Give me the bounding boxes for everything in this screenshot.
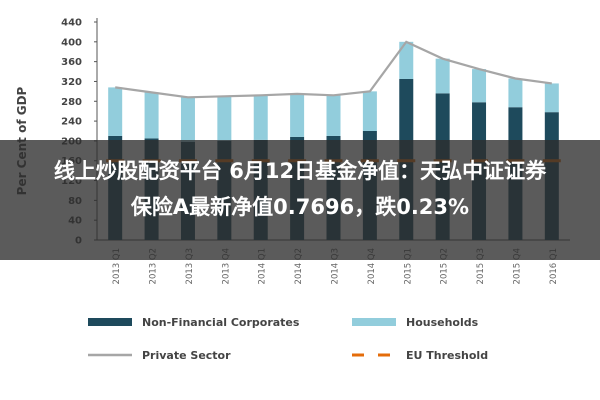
y-tick-label: 280 (61, 97, 82, 108)
x-tick-label: 2014 Q2 (294, 248, 304, 284)
y-tick-label: 440 (61, 18, 82, 29)
legend-label: Private Sector (142, 349, 231, 362)
x-tick-label: 2015 Q3 (476, 248, 486, 284)
bar-households (326, 95, 341, 136)
legend-label: Non-Financial Corporates (142, 316, 300, 329)
overlay-line-2: 保险A最新净值0.7696，跌0.23% (130, 195, 470, 219)
legend-label: EU Threshold (406, 349, 488, 362)
x-tick-label: 2015 Q2 (440, 248, 450, 284)
bar-households (108, 87, 123, 136)
y-tick-label: 400 (61, 37, 82, 48)
x-tick-label: 2015 Q4 (512, 248, 522, 284)
y-tick-label: 320 (61, 77, 82, 88)
x-tick-label: 2014 Q4 (367, 248, 377, 284)
bar-households (144, 92, 159, 139)
x-tick-label: 2013 Q1 (112, 248, 122, 284)
bar-households (435, 58, 450, 94)
legend-swatch (352, 318, 396, 326)
x-tick-label: 2013 Q3 (185, 248, 195, 284)
bar-households (508, 78, 523, 108)
x-tick-label: 2016 Q1 (549, 248, 559, 284)
bar-households (544, 83, 559, 113)
overlay-headline: 线上炒股配资平台 6月12日基金净值：天弘中证证券 保险A最新净值0.7696，… (0, 153, 600, 225)
y-tick-label: 360 (61, 57, 82, 68)
overlay-line-1: 线上炒股配资平台 6月12日基金净值：天弘中证证券 (53, 159, 547, 183)
x-tick-label: 2013 Q2 (149, 248, 159, 284)
x-tick-label: 2014 Q3 (331, 248, 341, 284)
x-tick-label: 2013 Q4 (221, 248, 231, 284)
x-tick-label: 2014 Q1 (258, 248, 268, 284)
legend-label: Households (406, 316, 479, 329)
legend: Non-Financial Corporates Households Privat… (88, 316, 488, 362)
y-tick-label: 240 (61, 117, 82, 128)
x-tick-label: 2015 Q1 (403, 248, 413, 284)
bar-households (399, 41, 414, 79)
legend-swatch (88, 318, 132, 326)
line-private-sector (115, 40, 552, 99)
bar-households (217, 96, 232, 141)
overlay-banner (0, 140, 600, 260)
bar-households (472, 69, 487, 103)
bar-households (180, 97, 195, 142)
bar-households (362, 91, 377, 131)
bar-households (290, 93, 305, 137)
bar-households (253, 95, 268, 140)
